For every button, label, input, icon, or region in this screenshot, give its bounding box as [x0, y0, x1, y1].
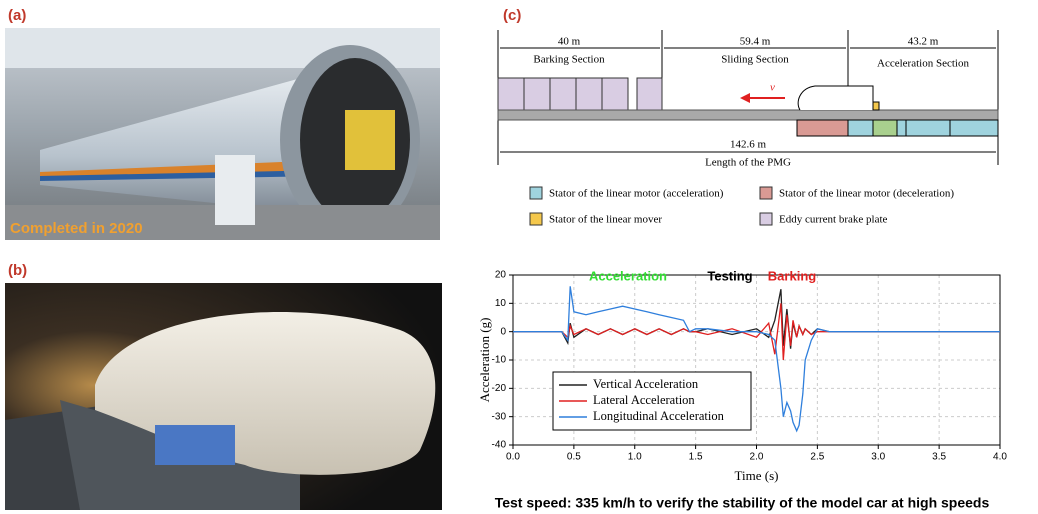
- page: (a) Completed in 2020 (b) (c) v 40 m 59.…: [0, 0, 1038, 514]
- figure: (a) Completed in 2020 (b) (c) v 40 m 59.…: [0, 0, 1038, 514]
- section-label: Barking Section: [533, 54, 605, 66]
- x-tick-label: 1.5: [689, 452, 703, 463]
- section-label: Acceleration Section: [877, 58, 969, 70]
- legend-label: Stator of the linear mover: [549, 214, 662, 226]
- annotation: Acceleration: [589, 268, 667, 283]
- x-tick-label: 1.0: [628, 452, 642, 463]
- legend-label: Eddy current brake plate: [779, 214, 888, 226]
- annotation: Barking: [768, 268, 816, 283]
- y-tick-label: -10: [492, 355, 507, 366]
- x-axis-label: Time (s): [735, 468, 779, 483]
- dimension-label: 40 m: [558, 36, 581, 48]
- y-tick-label: 0: [500, 326, 506, 337]
- x-tick-label: 3.0: [871, 452, 885, 463]
- x-tick-label: 3.5: [932, 452, 946, 463]
- panel-label: (b): [8, 262, 27, 279]
- y-tick-label: -40: [492, 440, 507, 451]
- photo-b: [5, 283, 442, 510]
- photo-a: [5, 28, 440, 240]
- x-tick-label: 0.5: [567, 452, 581, 463]
- annotation: Testing: [707, 268, 752, 283]
- photo-caption: Completed in 2020: [10, 220, 143, 237]
- speed-symbol: v: [770, 82, 775, 94]
- figure-caption: Test speed: 335 km/h to verify the stabi…: [495, 495, 990, 511]
- chart: -40 -30 -20 -10 0 10 20 0.0 0.5 1.0 1.5 2.0 2.5 3.0 3.…: [477, 268, 1007, 483]
- panel-label: (c): [503, 7, 521, 24]
- legend-label: Stator of the linear motor (acceleration…: [549, 188, 724, 200]
- y-tick-label: 10: [495, 298, 507, 309]
- x-tick-label: 0.0: [506, 452, 520, 463]
- y-tick-label: 20: [495, 270, 507, 281]
- section-label: Sliding Section: [721, 54, 789, 66]
- legend-label: Stator of the linear motor (deceleration…: [779, 188, 954, 200]
- dimension-label: 59.4 m: [740, 36, 771, 48]
- legend-label: Longitudinal Acceleration: [593, 409, 725, 423]
- y-tick-label: -20: [492, 383, 507, 394]
- panel-label: (a): [8, 7, 26, 24]
- y-tick-label: -30: [492, 411, 507, 422]
- dimension-label: 142.6 m: [730, 139, 767, 151]
- x-tick-label: 4.0: [993, 452, 1007, 463]
- x-tick-label: 2.0: [750, 452, 764, 463]
- dimension-label: 43.2 m: [908, 36, 939, 48]
- x-tick-label: 2.5: [810, 452, 824, 463]
- legend-label: Lateral Acceleration: [593, 393, 695, 407]
- legend-label: Vertical Acceleration: [593, 377, 699, 391]
- y-axis-label: Acceleration (g): [477, 318, 492, 403]
- dimension-label: Length of the PMG: [705, 157, 791, 169]
